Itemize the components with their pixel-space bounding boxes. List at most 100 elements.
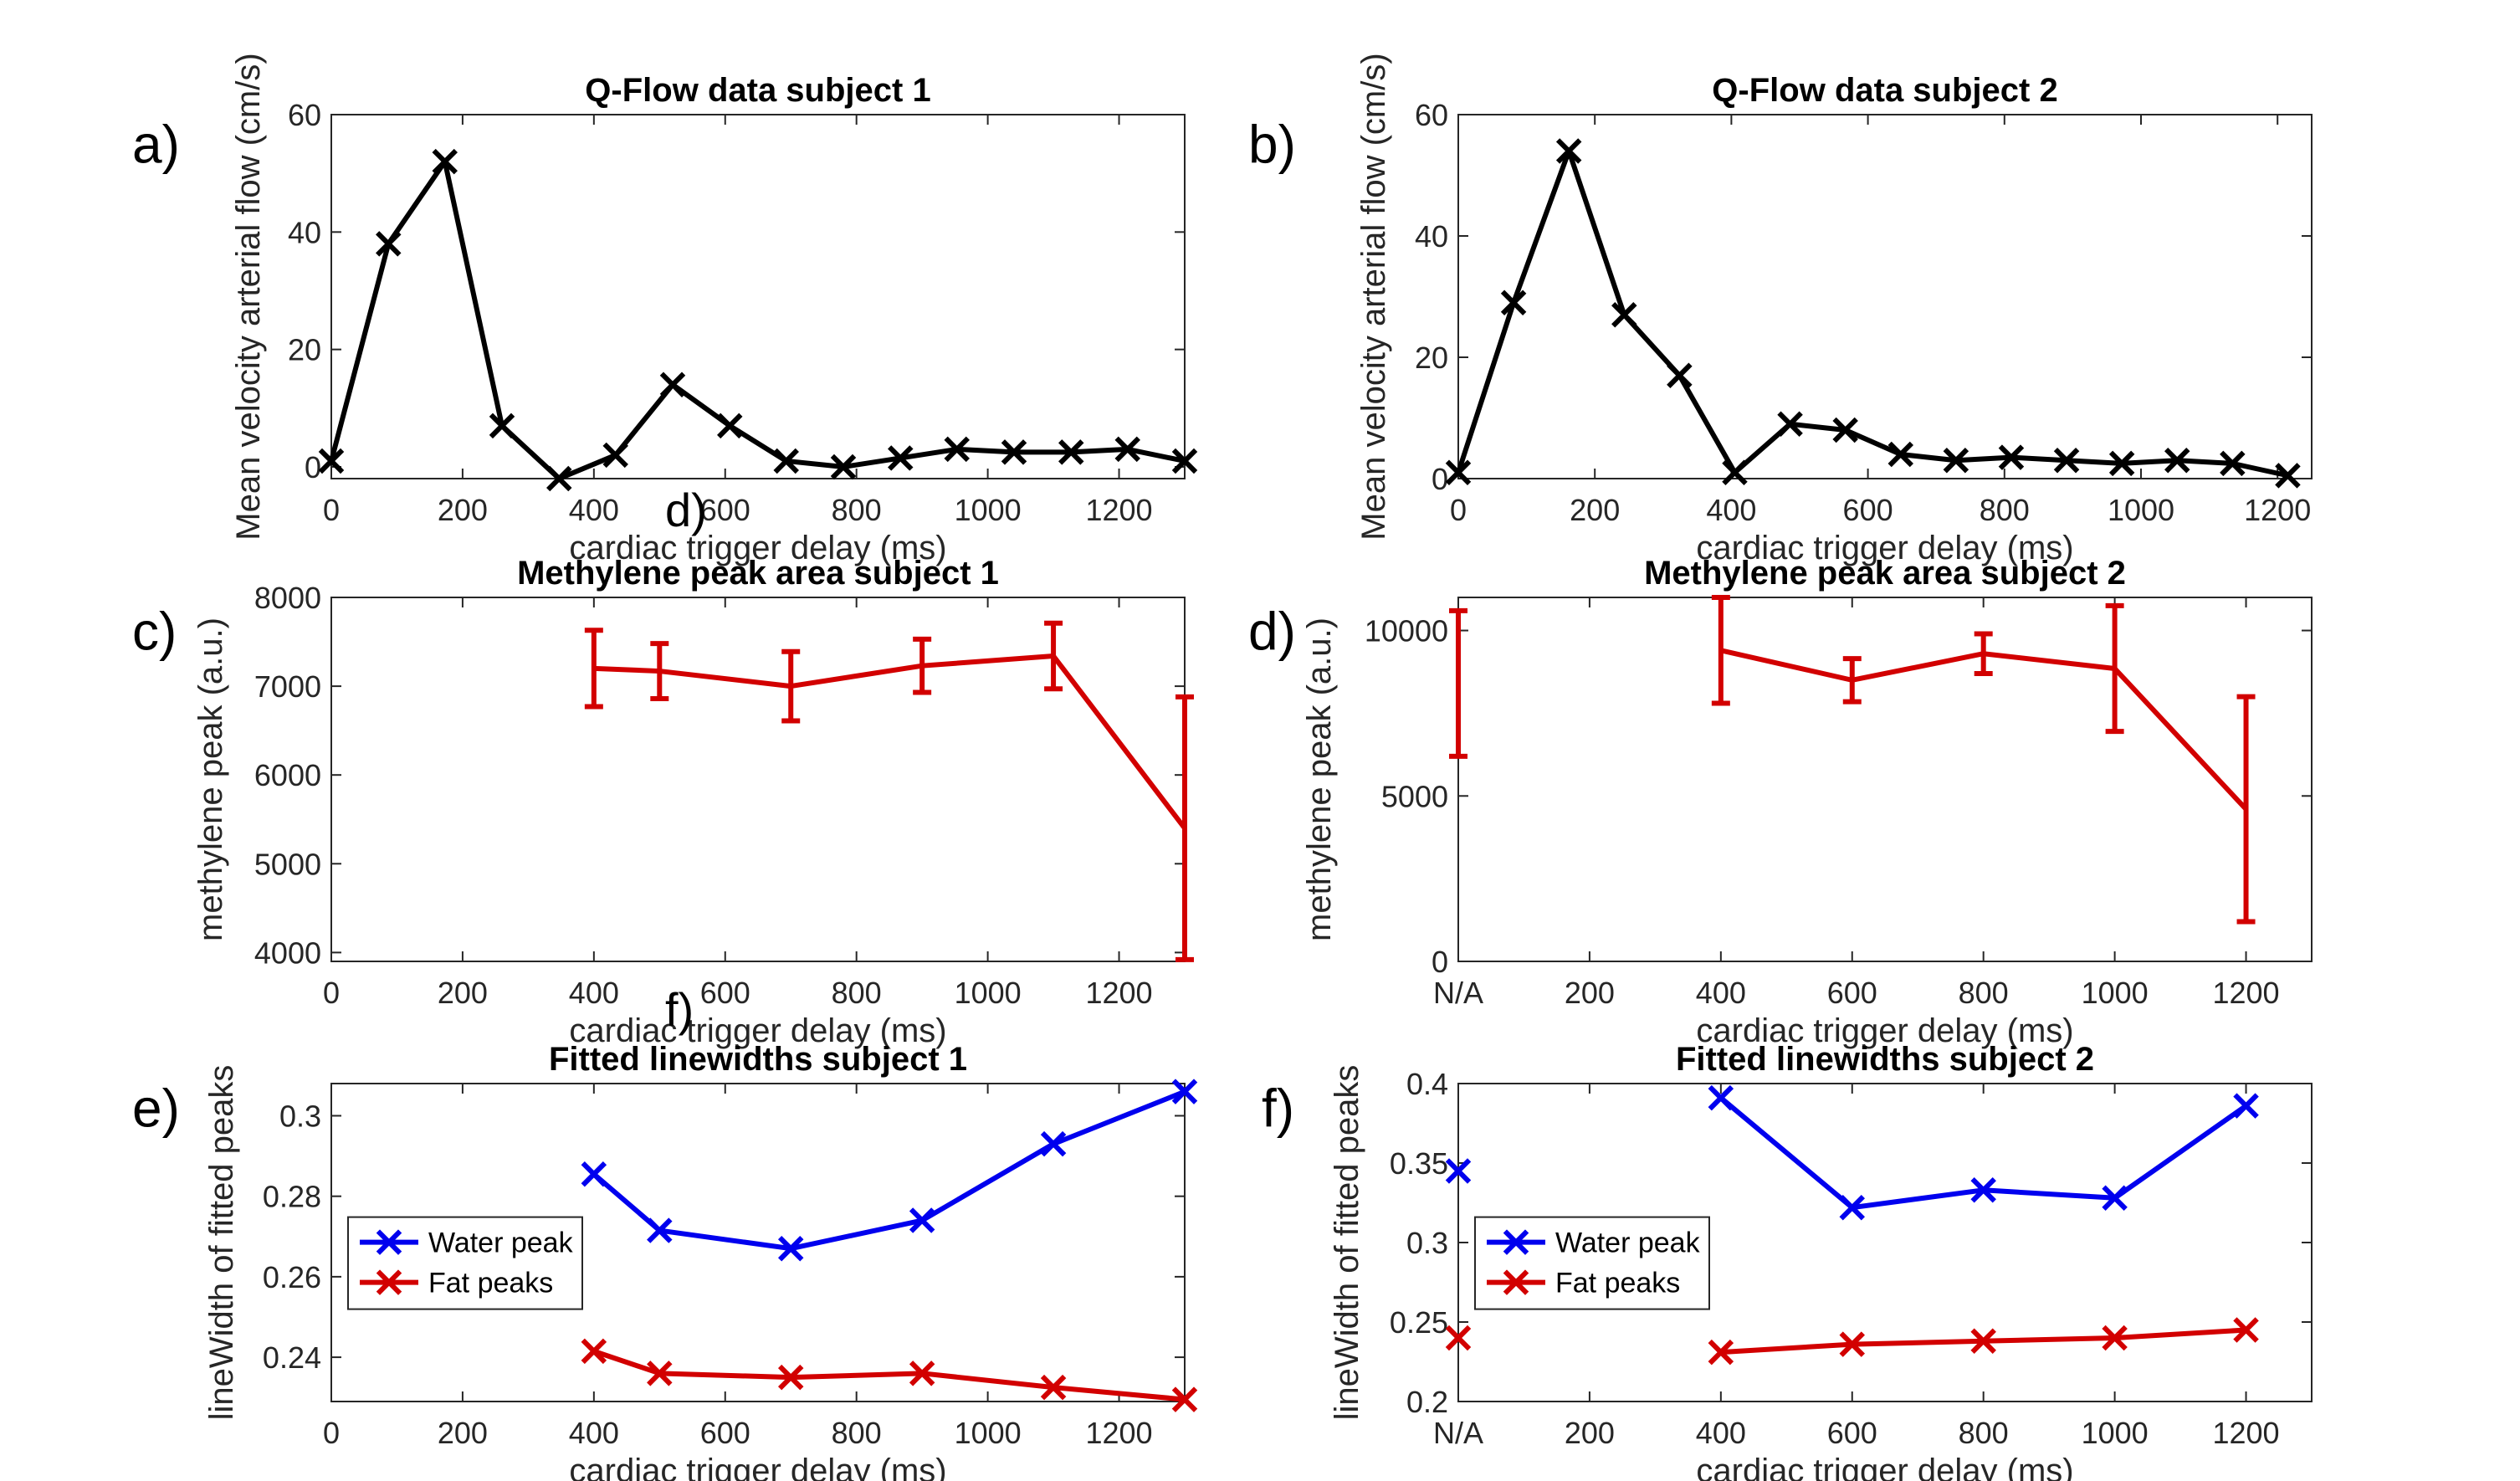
x-tick-label-a: 800 — [832, 493, 882, 527]
y-tick-label-c: 6000 — [254, 758, 321, 792]
data-point-a-0-6 — [659, 372, 686, 397]
stray-label-c: d) — [665, 484, 707, 536]
data-point-a-0-8 — [773, 448, 799, 474]
data-point-f-1-4 — [2102, 1325, 2128, 1351]
axes-box-c — [330, 597, 1186, 962]
x-tick-label-c: 200 — [438, 976, 488, 1010]
y-tick-label-f: 0.25 — [1390, 1305, 1448, 1340]
data-point-b-0-1 — [1500, 290, 1527, 315]
series-f-0 — [1445, 1084, 2259, 1221]
data-point-f-1-0 — [1445, 1325, 1472, 1351]
x-tick-label-e: 200 — [438, 1416, 488, 1450]
x-tick-label-f: 600 — [1827, 1416, 1877, 1450]
axes-box-b — [1457, 114, 2313, 479]
legend-f: Water peak Fat peaks — [1474, 1216, 1710, 1310]
y-axis-label-a: Mean velocity arterial flow (cm/s) — [230, 53, 267, 540]
error-bar-c-3 — [913, 636, 932, 695]
data-point-a-0-4 — [546, 465, 572, 492]
x-tick-label-c: 1000 — [955, 976, 1022, 1010]
x-tick-label-d: 200 — [1565, 976, 1615, 1010]
data-point-b-0-0 — [1445, 459, 1472, 485]
series-a-0 — [318, 148, 1198, 492]
y-tick-label-a: 0 — [305, 450, 321, 484]
data-point-e-0-2 — [777, 1235, 804, 1262]
y-tick-label-f: 0.4 — [1406, 1067, 1448, 1101]
x-tick-label-c: 800 — [832, 976, 882, 1010]
data-point-f-0-1 — [1708, 1084, 1734, 1111]
x-tick-label-f: 400 — [1696, 1416, 1746, 1450]
axes-box-a — [330, 114, 1186, 479]
x-tick-label-e: 400 — [569, 1416, 619, 1450]
y-tick-label-f: 0.2 — [1406, 1385, 1448, 1419]
x-tick-label-c: 600 — [700, 976, 750, 1010]
y-tick-label-b: 0 — [1432, 462, 1448, 496]
legend-entry-f-0: Water peak — [1555, 1227, 1701, 1259]
x-tick-label-b: 400 — [1706, 493, 1756, 527]
data-point-a-0-14 — [1114, 436, 1140, 463]
data-point-e-0-5 — [1171, 1079, 1198, 1104]
data-point-e-0-1 — [647, 1217, 673, 1243]
data-point-e-1-3 — [909, 1361, 935, 1386]
panel-e: e) Fitted linewidths subject 1 0 200 400 600 8… — [132, 983, 1198, 1481]
y-tick-label-f: 0.35 — [1390, 1146, 1448, 1181]
data-point-a-0-2 — [432, 148, 458, 175]
data-point-b-0-7 — [1832, 417, 1858, 443]
error-bar-c-2 — [781, 648, 801, 724]
data-point-a-0-13 — [1058, 439, 1084, 465]
x-tick-label-d: 400 — [1696, 976, 1746, 1010]
x-tick-label-d: 1000 — [2082, 976, 2149, 1010]
y-tick-label-c: 8000 — [254, 581, 321, 615]
data-point-a-0-1 — [376, 231, 402, 257]
data-point-b-0-10 — [1998, 444, 2025, 470]
data-point-a-0-5 — [602, 442, 628, 469]
y-tick-label-d: 5000 — [1381, 779, 1448, 813]
series-line-e-1 — [592, 1349, 1186, 1402]
x-tick-label-a: 1000 — [955, 493, 1022, 527]
y-tick-label-d: 10000 — [1365, 614, 1448, 648]
x-tick-label-a: 0 — [323, 493, 340, 527]
data-point-a-0-15 — [1171, 448, 1198, 474]
panel-d: d) Methylene peak area subject 2 N/A 200 400… — [1248, 555, 2313, 1049]
y-tick-label-e: 0.24 — [263, 1340, 321, 1375]
y-tick-label-e: 0.26 — [263, 1260, 321, 1294]
x-tick-label-a: 600 — [700, 493, 750, 527]
series-b-0 — [1445, 138, 2301, 489]
x-axis-label-e: cardiac trigger delay (ms) — [569, 1453, 946, 1481]
legend-marker-e-0 — [376, 1229, 402, 1255]
x-tick-label-b: 1000 — [2108, 493, 2174, 527]
x-tick-label-b: 1200 — [2244, 493, 2311, 527]
x-tick-label-f: 1000 — [2082, 1416, 2149, 1450]
panel-label-a: a) — [132, 114, 180, 174]
series-line-c-0 — [593, 653, 1187, 830]
data-point-a-0-12 — [1001, 439, 1027, 465]
data-point-e-1-1 — [647, 1361, 673, 1386]
error-bar-d-4 — [2105, 602, 2124, 735]
x-tick-label-b: 800 — [1980, 493, 2030, 527]
x-axis-label-a: cardiac trigger delay (ms) — [569, 530, 946, 566]
x-tick-label-a: 1200 — [1085, 493, 1152, 527]
x-tick-label-c: 400 — [569, 976, 619, 1010]
x-tick-label-f: 200 — [1565, 1416, 1615, 1450]
error-bar-d-1 — [1711, 595, 1730, 706]
x-tick-label-b: 600 — [1843, 493, 1893, 527]
data-point-a-0-10 — [888, 445, 914, 471]
x-axis-label-b: cardiac trigger delay (ms) — [1696, 530, 2073, 566]
error-bar-d-3 — [1974, 631, 1993, 676]
data-point-f-0-5 — [2233, 1093, 2259, 1119]
data-point-a-0-11 — [944, 436, 970, 463]
data-point-b-0-3 — [1611, 302, 1637, 328]
x-tick-label-d: 800 — [1959, 976, 2009, 1010]
axes-box-d — [1457, 597, 2313, 962]
series-line-a-0 — [329, 159, 1186, 481]
chart-title-f: Fitted linewidths subject 2 — [1676, 1041, 2094, 1078]
panel-label-d: d) — [1248, 601, 1296, 661]
x-tick-label-e: 800 — [832, 1416, 882, 1450]
y-tick-label-a: 40 — [288, 215, 321, 249]
y-tick-label-c: 7000 — [254, 669, 321, 704]
data-point-f-0-3 — [1970, 1177, 1996, 1203]
panel-c: c) Methylene peak area subject 1 0 200 400 60… — [132, 484, 1194, 1049]
series-c-0 — [584, 620, 1194, 962]
x-tick-label-f: 800 — [1959, 1416, 2009, 1450]
chart-title-a: Q-Flow data subject 1 — [585, 72, 930, 109]
y-tick-label-f: 0.3 — [1406, 1226, 1448, 1260]
